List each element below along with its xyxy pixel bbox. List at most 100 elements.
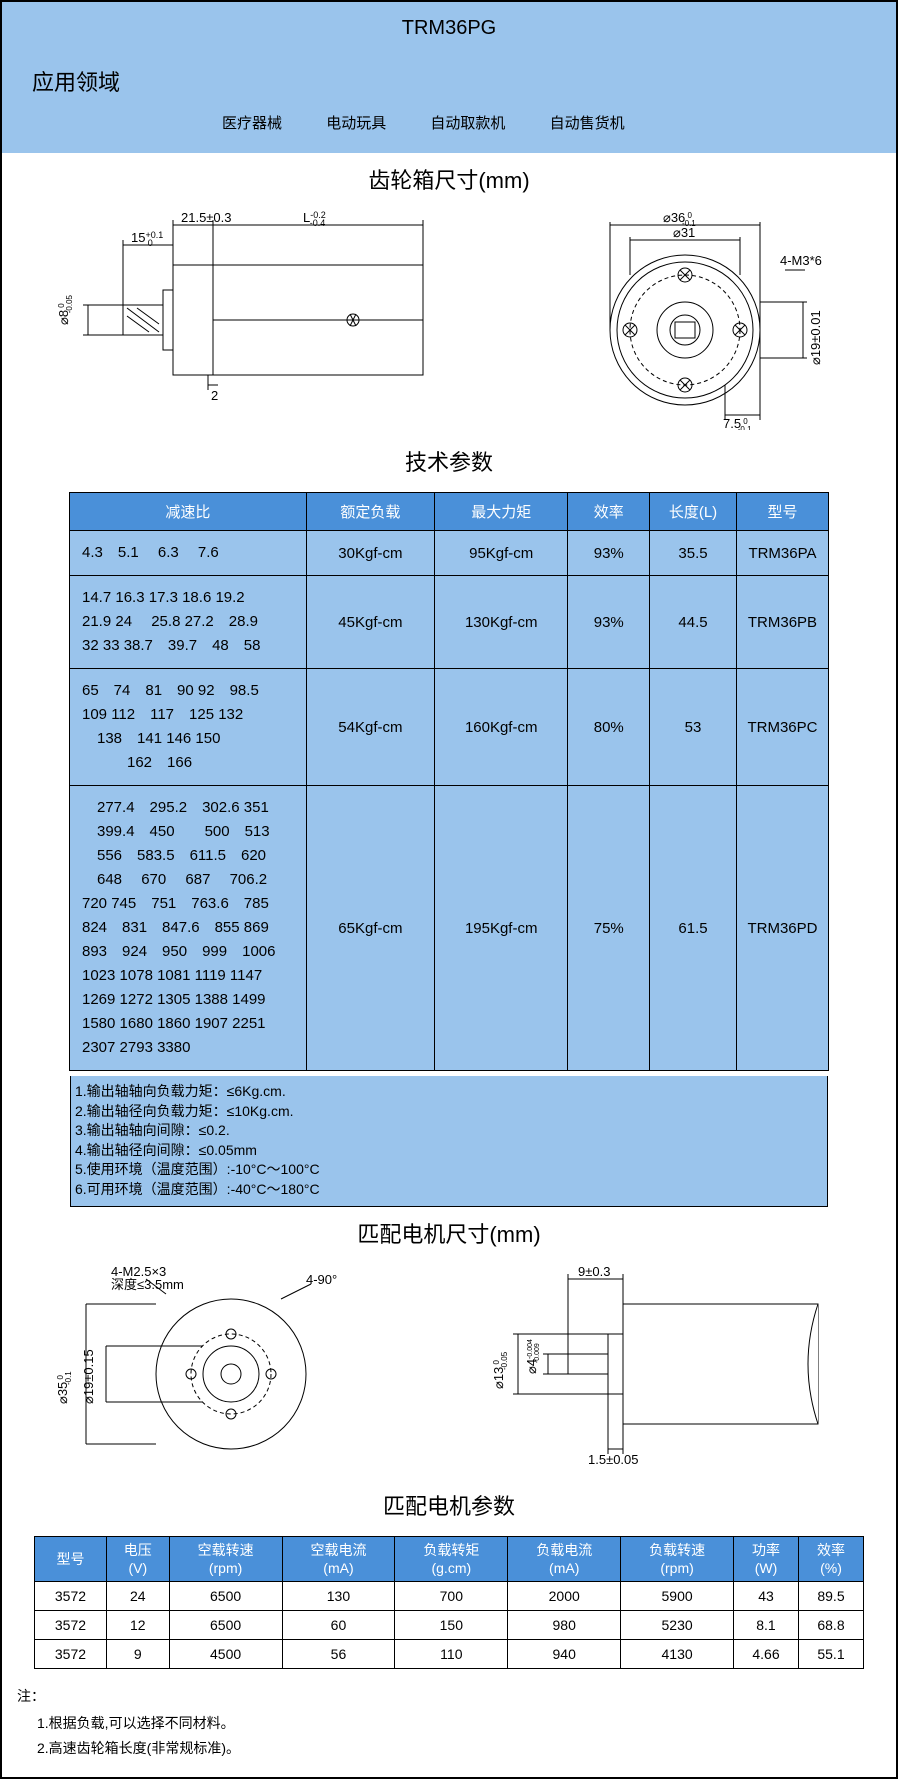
- app-item: 电动玩具: [326, 115, 386, 132]
- tech-note-line: 6.可用环境（温度范围）:-40°C～180°C: [71, 1180, 827, 1200]
- motor-cell: 150: [395, 1610, 508, 1639]
- cell-eff: 93%: [568, 531, 650, 576]
- dim-flange: 2: [211, 388, 218, 403]
- footer-item: 1.根据负载,可以选择不同材料。: [17, 1711, 881, 1736]
- footer-label: 注：: [17, 1684, 881, 1711]
- cell-ratios: 65 74 81 90 92 98.5 109 112 117 125 132 …: [70, 669, 307, 786]
- applications-label: 应用领域: [22, 55, 876, 112]
- cell-max: 95Kgf-cm: [435, 531, 568, 576]
- dim-motor-step: 1.5±0.05: [588, 1452, 639, 1467]
- cell-eff: 80%: [568, 669, 650, 786]
- applications-list: 医疗器械 电动玩具 自动取款机 自动售货机: [22, 112, 876, 133]
- dim-motor-shaft-len: 9±0.3: [578, 1264, 610, 1279]
- motor-cell: 6500: [169, 1581, 282, 1610]
- th-model: 型号: [736, 493, 828, 531]
- motor-th: 负载转矩(g.cm): [395, 1536, 508, 1581]
- product-code: TRM36PG: [22, 12, 876, 55]
- th-eff: 效率: [568, 493, 650, 531]
- th-rated: 额定负载: [306, 493, 434, 531]
- dim-motor-angle: 4-90°: [306, 1272, 337, 1287]
- motor-cell: 8.1: [734, 1610, 799, 1639]
- motor-cell: 4130: [621, 1639, 734, 1668]
- cell-model: TRM36PA: [736, 531, 828, 576]
- tech-note-line: 2.输出轴径向负载力矩：≤10Kg.cm.: [71, 1102, 827, 1122]
- tech-params-title: 技术参数: [2, 435, 896, 487]
- motor-cell: 980: [508, 1610, 621, 1639]
- motor-side-view: 9±0.3 ⌀4-0.004-0.009 ⌀13 0-0.05 1.5±0.05: [448, 1264, 848, 1474]
- dim-offset: 7.5 0-0.1: [723, 416, 752, 430]
- motor-diagrams: 4-M2.5×3 深度≤3.5mm 4-90° ⌀35 0-0.1 ⌀19±0.…: [2, 1259, 896, 1479]
- footer-item: 2.高速齿轮箱长度(非常规标准)。: [17, 1736, 881, 1761]
- motor-cell: 3572: [35, 1610, 107, 1639]
- gearbox-front-view: ⌀36 0-0.1 ⌀31 4-M3*6 ⌀19±0.01 7.5 0-0.1: [545, 210, 845, 430]
- motor-cell: 940: [508, 1639, 621, 1668]
- cell-len: 61.5: [650, 786, 737, 1071]
- cell-eff: 93%: [568, 576, 650, 669]
- dim-pilot-dia: ⌀19±0.01: [808, 310, 823, 365]
- motor-cell: 9: [106, 1639, 169, 1668]
- motor-th: 空载转速(rpm): [169, 1536, 282, 1581]
- dim-bolt-circle: ⌀31: [673, 225, 695, 240]
- cell-eff: 75%: [568, 786, 650, 1071]
- tech-params-table: 减速比 额定负载 最大力矩 效率 长度(L) 型号 4.3 5.1 6.3 7.…: [69, 492, 829, 1071]
- cell-ratios: 4.3 5.1 6.3 7.6: [70, 531, 307, 576]
- gearbox-side-view: 21.5±0.3 L-0.2-0.4 15+0.1 0 ⌀8 0-0.05 2: [53, 210, 483, 430]
- cell-len: 35.5: [650, 531, 737, 576]
- header: TRM36PG 应用领域 医疗器械 电动玩具 自动取款机 自动售货机: [2, 2, 896, 153]
- motor-cell: 24: [106, 1581, 169, 1610]
- cell-len: 53: [650, 669, 737, 786]
- cell-rated: 45Kgf-cm: [306, 576, 434, 669]
- motor-th: 电压(V): [106, 1536, 169, 1581]
- motor-th: 空载电流(mA): [282, 1536, 395, 1581]
- dim-motor-threads-depth: 深度≤3.5mm: [111, 1277, 184, 1292]
- footer-notes: 注： 1.根据负载,可以选择不同材料。 2.高速齿轮箱长度(非常规标准)。: [2, 1674, 896, 1777]
- cell-model: TRM36PD: [736, 786, 828, 1071]
- dim-top-left: 21.5±0.3: [181, 210, 232, 225]
- motor-cell: 2000: [508, 1581, 621, 1610]
- motor-cell: 130: [282, 1581, 395, 1610]
- dim-motor-pilot13: ⌀13 0-0.05: [491, 1351, 509, 1389]
- dim-threads: 4-M3*6: [780, 253, 822, 268]
- motor-dim-title: 匹配电机尺寸(mm): [2, 1207, 896, 1259]
- motor-cell: 700: [395, 1581, 508, 1610]
- motor-params-title: 匹配电机参数: [2, 1479, 896, 1531]
- motor-cell: 6500: [169, 1610, 282, 1639]
- motor-cell: 4500: [169, 1639, 282, 1668]
- cell-ratios: 277.4 295.2 302.6 351 399.4 450 500 513 …: [70, 786, 307, 1071]
- motor-th: 型号: [35, 1536, 107, 1581]
- motor-th: 负载转速(rpm): [621, 1536, 734, 1581]
- dim-motor-outer: ⌀35 0-0.1: [55, 1370, 73, 1403]
- cell-max: 195Kgf-cm: [435, 786, 568, 1071]
- cell-max: 130Kgf-cm: [435, 576, 568, 669]
- cell-ratios: 14.7 16.3 17.3 18.6 19.2 21.9 24 25.8 27…: [70, 576, 307, 669]
- dim-motor-pilot: ⌀19±0.15: [81, 1349, 96, 1404]
- motor-front-view: 4-M2.5×3 深度≤3.5mm 4-90° ⌀35 0-0.1 ⌀19±0.…: [51, 1264, 391, 1474]
- app-item: 医疗器械: [222, 115, 282, 132]
- tech-note-line: 5.使用环境（温度范围）:-10°C～100°C: [71, 1160, 827, 1180]
- th-len: 长度(L): [650, 493, 737, 531]
- motor-th: 效率(%): [798, 1536, 863, 1581]
- th-ratio: 减速比: [70, 493, 307, 531]
- cell-rated: 54Kgf-cm: [306, 669, 434, 786]
- dim-shaft-dia: ⌀8 0-0.05: [56, 294, 74, 325]
- motor-cell: 68.8: [798, 1610, 863, 1639]
- motor-cell: 55.1: [798, 1639, 863, 1668]
- cell-rated: 65Kgf-cm: [306, 786, 434, 1071]
- cell-max: 160Kgf-cm: [435, 669, 568, 786]
- cell-model: TRM36PC: [736, 669, 828, 786]
- motor-cell: 56: [282, 1639, 395, 1668]
- tech-note-line: 4.输出轴径向间隙：≤0.05mm: [71, 1141, 827, 1161]
- motor-cell: 5230: [621, 1610, 734, 1639]
- motor-cell: 3572: [35, 1639, 107, 1668]
- motor-cell: 60: [282, 1610, 395, 1639]
- motor-cell: 5900: [621, 1581, 734, 1610]
- app-item: 自动取款机: [430, 115, 505, 132]
- th-max: 最大力矩: [435, 493, 568, 531]
- cell-rated: 30Kgf-cm: [306, 531, 434, 576]
- cell-len: 44.5: [650, 576, 737, 669]
- dim-motor-small-dia: ⌀4-0.004-0.009: [524, 1339, 541, 1374]
- motor-cell: 43: [734, 1581, 799, 1610]
- tech-notes: 1.输出轴轴向负载力矩：≤6Kg.cm.2.输出轴径向负载力矩：≤10Kg.cm…: [70, 1076, 828, 1207]
- cell-model: TRM36PB: [736, 576, 828, 669]
- motor-params-table: 型号电压(V)空载转速(rpm)空载电流(mA)负载转矩(g.cm)负载电流(m…: [34, 1536, 864, 1669]
